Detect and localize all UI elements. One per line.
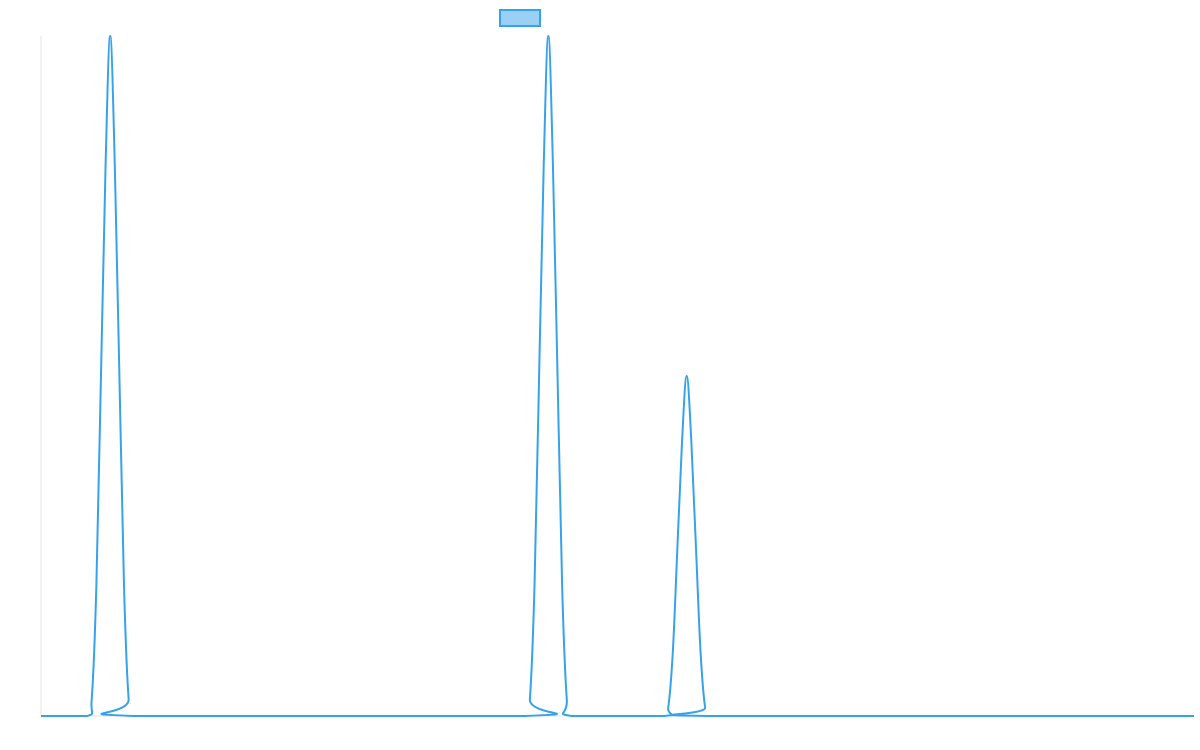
- series-layer: [41, 35, 1194, 718]
- axes: [40, 36, 1194, 717]
- legend-swatch-0[interactable]: [499, 9, 541, 27]
- legend[interactable]: [499, 9, 541, 27]
- series-line-0[interactable]: [41, 35, 1194, 718]
